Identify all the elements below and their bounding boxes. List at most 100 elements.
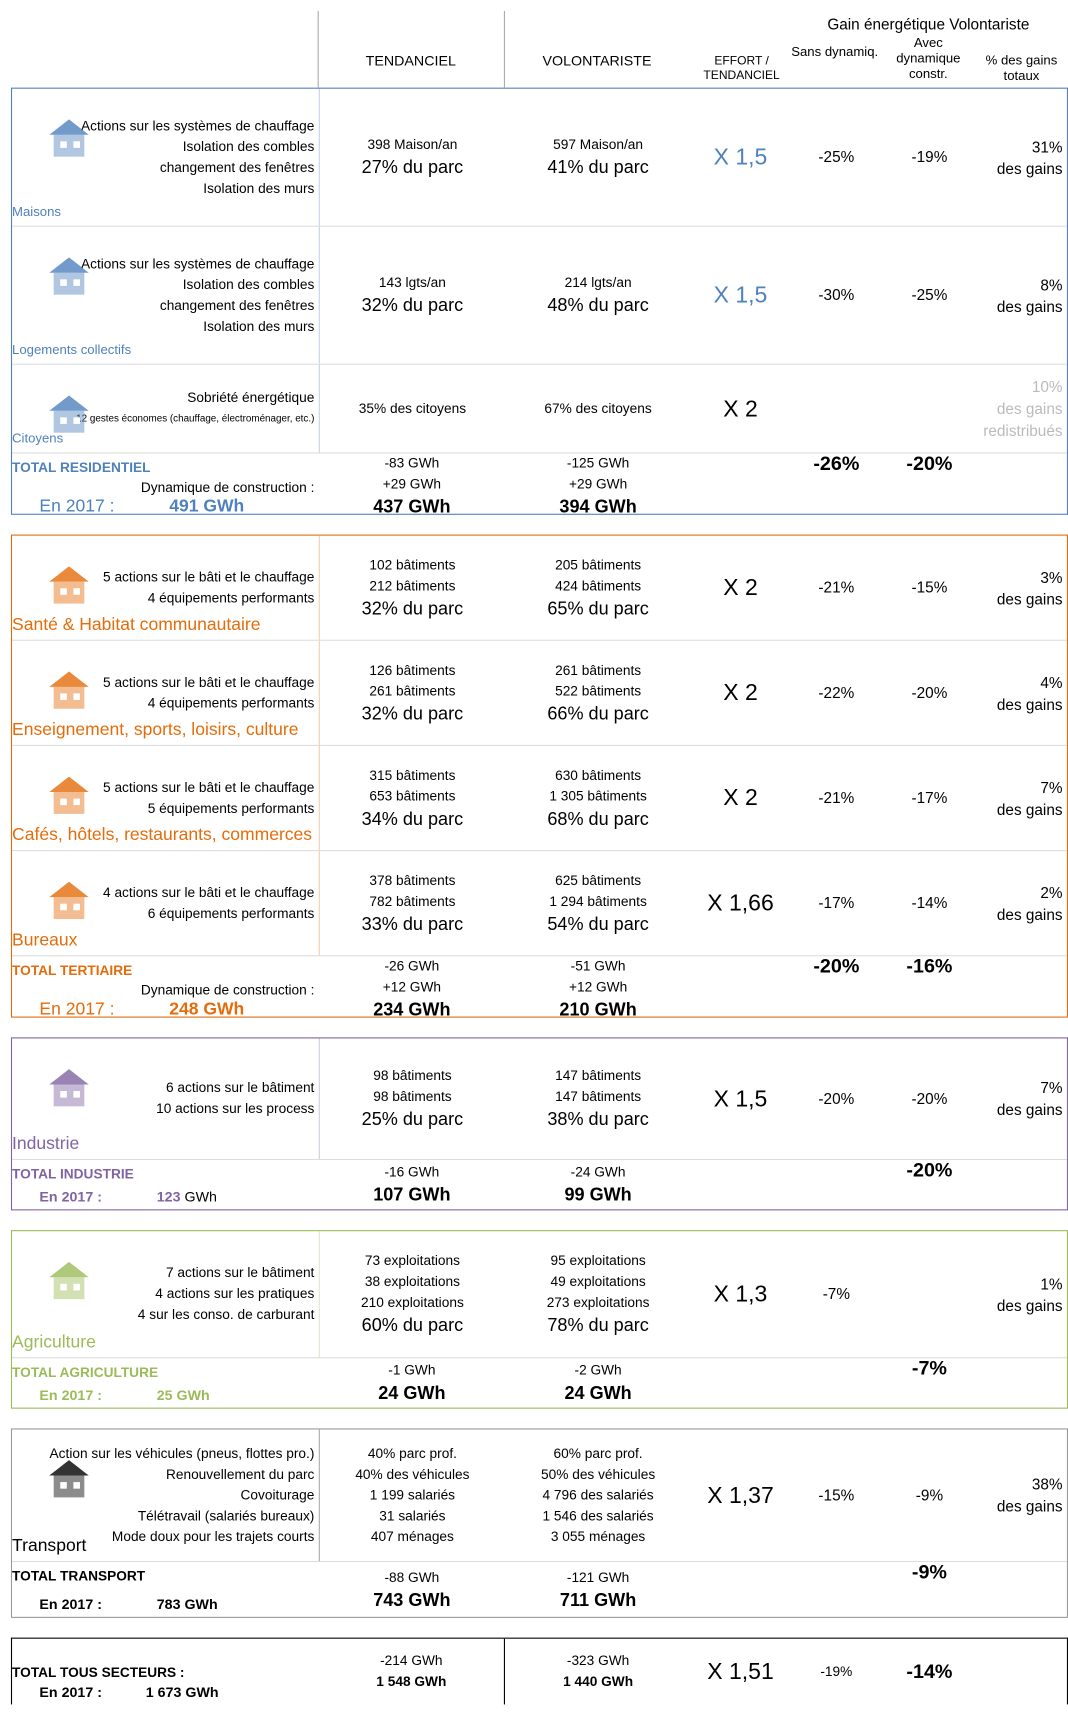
- total-value: -323 GWh: [567, 1651, 629, 1672]
- avec-cell: -15%: [883, 536, 976, 640]
- avec-cell: [883, 1231, 976, 1357]
- sans-cell: -19%: [790, 1639, 883, 1705]
- total-avec: -14%: [906, 1661, 952, 1682]
- col-head: Sans dynamiq.: [791, 44, 879, 59]
- action: Sobriété énergétique: [187, 388, 314, 409]
- row: 5 actions sur le bâti et le chauffage5 é…: [12, 746, 1067, 851]
- total-avec: -20%: [906, 453, 952, 474]
- tendanciel: 126 bâtiments: [369, 660, 455, 681]
- group-title: Gain énergétique Volontariste: [789, 15, 1068, 33]
- action: 4 actions sur les pratiques: [155, 1284, 314, 1305]
- total-value: 210 GWh: [559, 998, 636, 1022]
- action: Actions sur les systèmes de chauffage: [81, 254, 314, 275]
- total-label: TOTAL TRANSPORT: [12, 1566, 145, 1587]
- tendanciel: 212 bâtiments: [369, 576, 455, 597]
- label-cell: Actions sur les systèmes de chauffage Iso…: [12, 227, 319, 364]
- year-line: En 2017 :783 GWh: [39, 1594, 217, 1615]
- tendanciel: 143 lgts/an: [379, 273, 446, 294]
- volontariste-parc: 65% du parc: [547, 596, 648, 620]
- volontariste: 50% des véhicules: [541, 1464, 655, 1485]
- sans-cell: -20%: [790, 956, 883, 1022]
- action: 12 gestes économes (chauffage, électromé…: [76, 409, 314, 430]
- volontariste: 147 bâtiments: [555, 1066, 641, 1087]
- row-name: Bureaux: [12, 929, 77, 953]
- action: Covoiturage: [241, 1485, 315, 1506]
- share-cell: [976, 453, 1067, 519]
- share: des gains: [997, 1495, 1063, 1517]
- action: 5 actions sur le bâti et le chauffage: [103, 567, 314, 588]
- volontariste-cell: 630 bâtiments1 305 bâtiments68% du parc: [505, 746, 691, 850]
- total-value: -88 GWh: [384, 1567, 439, 1588]
- share: 3%: [1040, 566, 1062, 588]
- tendanciel: 1 199 salariés: [370, 1485, 455, 1506]
- tendanciel-parc: 32% du parc: [362, 294, 463, 318]
- volontariste-cell: 67% des citoyens: [505, 365, 691, 453]
- avec-cell: -9%: [883, 1429, 976, 1560]
- effort-cell: X 1,3: [691, 1231, 790, 1357]
- share: des gains: [997, 693, 1063, 715]
- volontariste-cell: 95 exploitations49 exploitations273 expl…: [505, 1231, 691, 1357]
- total-value: -16 GWh: [384, 1162, 439, 1183]
- sans-dynamique: -17%: [818, 893, 854, 914]
- effort: X 1,3: [714, 1284, 768, 1305]
- avec-dynamique: -25%: [912, 285, 948, 306]
- volontariste: 273 exploitations: [547, 1293, 650, 1314]
- tendanciel-cell: 35% des citoyens: [319, 365, 505, 453]
- effort-cell: X 2: [691, 746, 790, 850]
- share-cell: 3%des gains: [976, 536, 1067, 640]
- action: Renouvellement du parc: [166, 1464, 314, 1485]
- avec-dynamique: -15%: [912, 577, 948, 598]
- row: 4 actions sur le bâti et le chauffage6 é…: [12, 851, 1067, 956]
- total-row: TOTAL RESIDENTIELDynamique de constructi…: [12, 453, 1067, 513]
- sans-cell: -17%: [790, 851, 883, 955]
- tendanciel: 40% parc prof.: [368, 1443, 457, 1464]
- effort-cell: [691, 1160, 790, 1209]
- total-label: TOTAL TERTIAIRE: [12, 961, 132, 982]
- sans-cell: -20%: [790, 1038, 883, 1158]
- effort-cell: [691, 1562, 790, 1617]
- avec-dynamique: -14%: [912, 893, 948, 914]
- volontariste-parc: 38% du parc: [547, 1107, 648, 1131]
- total-value: -26 GWh: [384, 956, 439, 977]
- avec-cell: -20%: [883, 453, 976, 519]
- effort-cell: [691, 1358, 790, 1407]
- tendanciel-parc: 60% du parc: [362, 1313, 463, 1337]
- total-value: -214 GWh: [380, 1651, 442, 1672]
- total-label-cell: TOTAL RESIDENTIELDynamique de constructi…: [12, 453, 319, 519]
- tendanciel: 98 bâtiments: [373, 1087, 451, 1108]
- volontariste: 4 796 des salariés: [543, 1485, 654, 1506]
- share: 38%: [1032, 1473, 1063, 1495]
- col-head: EFFORT / TENDANCIEL: [692, 55, 791, 83]
- grand-total: TOTAL TOUS SECTEURS :En 2017 :1 673 GWh-…: [11, 1638, 1068, 1705]
- share: des gains: [997, 1099, 1063, 1121]
- table: Gain énergétique Volontariste TENDANCIEL…: [0, 0, 1068, 1722]
- sans-cell: -30%: [790, 227, 883, 364]
- section: 6 actions sur le bâtiment10 actions sur …: [11, 1037, 1068, 1210]
- effort: X 2: [723, 788, 758, 809]
- tendanciel: 782 bâtiments: [369, 891, 455, 912]
- effort-cell: X 1,5: [691, 1038, 790, 1158]
- total-label: TOTAL INDUSTRIE: [12, 1164, 134, 1185]
- volontariste: 424 bâtiments: [555, 576, 641, 597]
- total-value: 743 GWh: [373, 1588, 450, 1612]
- total-sans: -20%: [813, 956, 859, 977]
- volontariste: 147 bâtiments: [555, 1087, 641, 1108]
- total-value: 711 GWh: [560, 1588, 636, 1612]
- row-name: Cafés, hôtels, restaurants, commerces: [12, 824, 312, 848]
- row: Action sur les véhicules (pneus, flottes…: [12, 1429, 1067, 1562]
- tendanciel: 35% des citoyens: [359, 398, 466, 419]
- effort: X 1,5: [714, 285, 768, 306]
- avec-cell: -14%: [883, 851, 976, 955]
- share: des gains: [997, 588, 1063, 610]
- share-cell: [976, 956, 1067, 1022]
- sans-dynamique: -20%: [818, 1088, 854, 1109]
- divider: [504, 11, 505, 88]
- share: 8%: [1040, 273, 1062, 295]
- action: Isolation des murs: [203, 316, 314, 337]
